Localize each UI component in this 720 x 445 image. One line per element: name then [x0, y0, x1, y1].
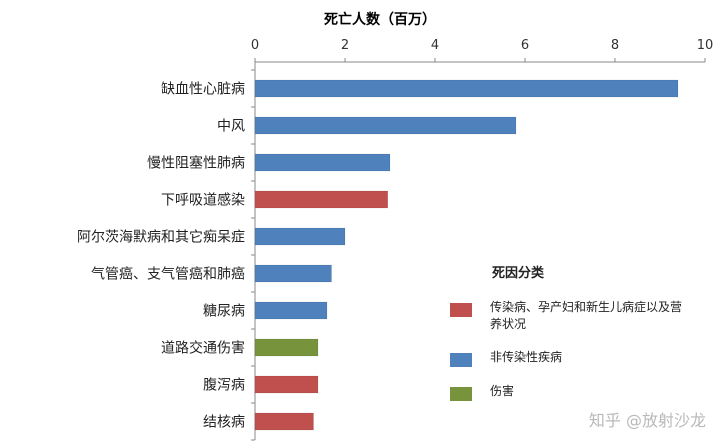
- category-label: 结核病: [203, 415, 245, 431]
- bar: [254, 301, 328, 320]
- legend: 死因分类 传染病、孕产妇和新生儿病症以及营养状况 非传染性疾病 伤害: [440, 262, 715, 417]
- bar: [254, 412, 314, 431]
- legend-item-noncommunicable: 非传染性疾病: [440, 349, 715, 367]
- legend-swatch-communicable: [450, 303, 472, 317]
- legend-swatch-injury: [450, 387, 472, 401]
- bar: [254, 264, 332, 283]
- legend-swatch-noncommunicable: [450, 353, 472, 367]
- legend-label-noncommunicable: 非传染性疾病: [490, 350, 563, 364]
- legend-label-communicable: 传染病、孕产妇和新生儿病症以及营养状况: [490, 300, 683, 331]
- bar: [254, 227, 346, 246]
- bar: [254, 190, 388, 209]
- x-tick-label: 2: [341, 38, 349, 53]
- category-label: 糖尿病: [203, 304, 245, 320]
- category-label: 慢性阻塞性肺病: [147, 155, 245, 172]
- x-tick-label: 10: [697, 38, 714, 53]
- bar: [254, 338, 319, 357]
- x-tick-label: 4: [431, 38, 439, 53]
- category-label: 阿尔茨海默病和其它痴呆症: [77, 229, 245, 246]
- category-label: 缺血性心脏病: [161, 82, 245, 98]
- category-label: 腹泻病: [203, 377, 245, 394]
- category-label: 下呼吸道感染: [161, 192, 245, 209]
- legend-label-injury: 伤害: [490, 384, 515, 398]
- chart-title: 死亡人数（百万）: [323, 11, 436, 28]
- legend-title: 死因分类: [492, 266, 545, 281]
- category-label: 中风: [217, 119, 245, 135]
- category-label: 气管癌、支气管癌和肺癌: [91, 267, 245, 283]
- x-tick-label: 6: [521, 38, 529, 53]
- legend-item-injury: 伤害: [440, 383, 715, 401]
- category-label: 道路交通伤害: [161, 340, 245, 357]
- legend-item-communicable: 传染病、孕产妇和新生儿病症以及营养状况: [440, 299, 715, 333]
- x-tick-label: 0: [251, 38, 259, 53]
- watermark: 知乎 @放射沙龙: [588, 411, 706, 430]
- bar: [254, 79, 679, 98]
- x-tick-label: 8: [611, 38, 619, 53]
- bar: [254, 153, 391, 172]
- bar: [254, 375, 319, 394]
- bar: [254, 116, 517, 135]
